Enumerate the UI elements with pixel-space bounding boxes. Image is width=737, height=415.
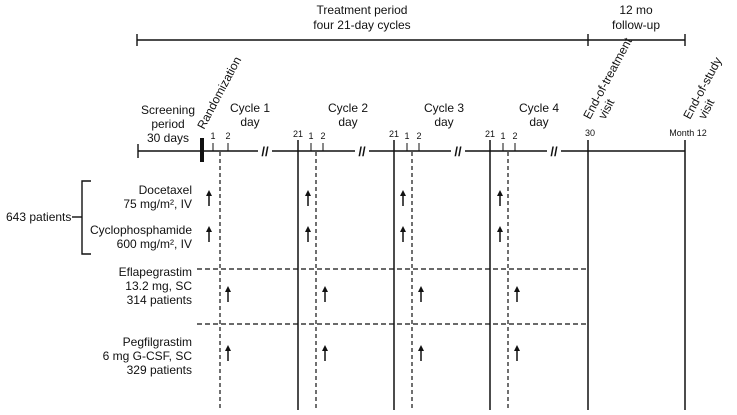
treatment-period-bracket	[136, 34, 588, 46]
cycle-3-prev-day-21: 21	[389, 129, 399, 139]
pegfilgrastim-label: Pegfilgrastim	[123, 335, 192, 349]
cycle-4-day-1: 1	[500, 131, 505, 141]
dosing-arrows	[206, 190, 520, 361]
eflapegrastim-patients: 314 patients	[127, 293, 192, 307]
followup-title: 12 mo	[619, 3, 653, 17]
break-mark-2: //	[358, 144, 366, 159]
eflapegrastim-label: Eflapegrastim	[119, 265, 192, 279]
pegfilgrastim-patients: 329 patients	[127, 363, 192, 377]
patients-bracket	[72, 180, 91, 255]
day-ticks	[212, 143, 516, 151]
cycle-2-prev-day-21: 21	[293, 129, 303, 139]
cycle-4-day-2: 2	[512, 131, 517, 141]
day-2-dashed-lines	[219, 152, 509, 410]
cycle-3-day-2: 2	[416, 131, 421, 141]
screening-label-1: Screening	[141, 103, 195, 117]
cycle-1-day-2: 2	[225, 131, 230, 141]
cycle-1-day-1: 1	[210, 131, 215, 141]
cycle-3-label: Cycle 3	[424, 101, 464, 115]
cycle-2-day-label: day	[338, 115, 357, 129]
cycle-1-label: Cycle 1	[230, 101, 270, 115]
treatment-period-subtitle: four 21-day cycles	[313, 18, 410, 32]
followup-bracket	[587, 34, 686, 46]
cycle-4-prev-day-21: 21	[485, 129, 495, 139]
cycle-4-day-label: day	[529, 115, 548, 129]
randomization-marker	[200, 138, 204, 162]
cycle-4-label: Cycle 4	[519, 101, 559, 115]
eflapegrastim-dose: 13.2 mg, SC	[125, 279, 192, 293]
cycle-2-label: Cycle 2	[328, 101, 368, 115]
treatment-period-title: Treatment period	[317, 3, 408, 17]
cycle-1-day-label: day	[240, 115, 259, 129]
break-mark-1: //	[261, 144, 269, 159]
end-of-study-month-12: Month 12	[669, 128, 707, 138]
cyclophosphamide-label: Cyclophosphamide	[90, 223, 192, 237]
cycle-3-day-1: 1	[404, 131, 409, 141]
end-of-treatment-day-30: 30	[585, 128, 595, 138]
screening-label-3: 30 days	[147, 131, 189, 145]
timeline-axis	[137, 144, 685, 158]
randomization-label: Randomization	[194, 54, 244, 131]
break-marks: // // // //	[258, 144, 561, 159]
break-mark-4: //	[550, 144, 558, 159]
arm-separators	[197, 268, 588, 325]
cycle-2-day-1: 1	[308, 131, 313, 141]
docetaxel-label: Docetaxel	[139, 183, 192, 197]
docetaxel-dose: 75 mg/m², IV	[123, 197, 192, 211]
cycle-boundary-lines	[297, 140, 686, 410]
followup-subtitle: follow-up	[612, 18, 660, 32]
cyclophosphamide-dose: 600 mg/m², IV	[117, 237, 192, 251]
cycle-2-day-2: 2	[320, 131, 325, 141]
pegfilgrastim-dose: 6 mg G-CSF, SC	[103, 349, 193, 363]
break-mark-3: //	[454, 144, 462, 159]
screening-label-2: period	[151, 117, 184, 131]
cycle-3-day-label: day	[434, 115, 453, 129]
patients-total-label: 643 patients	[6, 210, 71, 224]
